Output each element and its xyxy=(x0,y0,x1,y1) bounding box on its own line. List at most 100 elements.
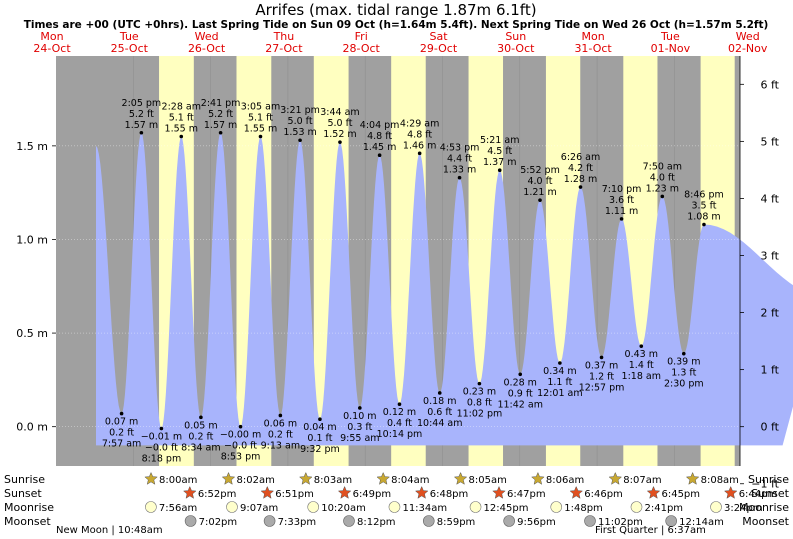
moonset-icon xyxy=(263,515,276,527)
moon-phase-label: First Quarter | 6:37am xyxy=(595,525,706,536)
low-tide-meters: 0.05 m xyxy=(184,420,217,431)
y-axis-left-meters: 0.0 m 0.5 m 1.0 m 1.5 m xyxy=(16,140,56,434)
low-tide-feet: 0.8 ft xyxy=(467,398,492,409)
sunset-time: 6:52pm xyxy=(198,489,237,500)
moonrise-icon xyxy=(145,501,157,513)
high-tide-time: 7:50 am xyxy=(643,161,682,172)
moonset-time: 7:02pm xyxy=(199,517,238,528)
sunset-star-icon xyxy=(182,485,197,499)
high-tide-feet: 4.5 ft xyxy=(487,146,512,157)
low-tide-feet: 1.4 ft xyxy=(629,360,654,371)
high-tide-time: 3:05 am xyxy=(241,102,280,113)
moonrise-icon xyxy=(307,501,320,513)
sunset-time: 6:46pm xyxy=(584,489,623,500)
day-of-week-label: Fri xyxy=(355,30,368,43)
low-tide-time: 7:57 am xyxy=(102,439,141,450)
high-tide-time: 2:05 pm xyxy=(122,98,162,109)
low-tide-dot xyxy=(681,351,686,356)
high-tide-feet: 3.6 ft xyxy=(609,195,634,206)
sunset-time: 6:49pm xyxy=(353,489,392,500)
low-tide-dot xyxy=(159,426,164,431)
moonrise-time: 9:07am xyxy=(240,503,278,514)
high-tide-time: 2:41 pm xyxy=(201,98,241,109)
moonrise-icon xyxy=(630,501,643,513)
moonset-time: 8:12pm xyxy=(357,517,396,528)
high-tide-feet: 5.2 ft xyxy=(129,109,154,120)
date-label: 01-Nov xyxy=(651,42,691,55)
sunset-star-icon xyxy=(337,485,352,499)
high-tide-feet: 5.0 ft xyxy=(327,118,352,129)
high-tide-feet: 3.5 ft xyxy=(691,200,716,211)
sunset-time: 6:51pm xyxy=(275,489,314,500)
low-tide-dot xyxy=(278,413,283,418)
y-tick-label-m: 1.5 m xyxy=(16,140,48,153)
high-tide-feet: 4.8 ft xyxy=(407,129,432,140)
high-tide-dot xyxy=(218,130,223,135)
moonset-time: 7:33pm xyxy=(278,517,317,528)
low-tide-dot xyxy=(119,411,124,416)
y-tick-label-m: 0.0 m xyxy=(16,421,48,434)
low-tide-time: 9:32 pm xyxy=(300,444,340,455)
high-tide-meters: 1.28 m xyxy=(564,174,597,185)
sunset-star-icon xyxy=(260,485,275,499)
day-of-week-label: Sun xyxy=(505,30,526,43)
sunrise-time: 8:04am xyxy=(391,475,429,486)
high-tide-feet: 5.0 ft xyxy=(288,116,313,127)
moonset-icon xyxy=(343,515,355,527)
sunrise-star-icon xyxy=(144,471,158,485)
low-tide-feet: 0.1 ft xyxy=(307,433,332,444)
row-label-left: Moonset xyxy=(4,515,51,528)
high-tide-dot xyxy=(377,153,382,158)
moonrise-icon xyxy=(388,501,401,513)
tide-extrema-labels: 0.07 m0.2 ft7:57 am2:05 pm5.2 ft1.57 m−0… xyxy=(102,98,724,465)
high-tide-time: 2:28 am xyxy=(162,102,201,113)
high-tide-feet: 4.0 ft xyxy=(650,172,675,183)
low-tide-feet: −0.0 ft xyxy=(145,443,178,454)
moonrise-icon xyxy=(226,501,238,513)
high-tide-dot xyxy=(538,198,542,202)
high-tide-time: 8:46 pm xyxy=(684,189,724,200)
low-tide-meters: 0.06 m xyxy=(264,418,297,429)
low-tide-dot xyxy=(238,424,243,429)
moonset-icon xyxy=(184,515,197,527)
low-tide-dot xyxy=(639,344,644,348)
sunrise-star-icon xyxy=(685,471,700,485)
high-tide-dot xyxy=(258,134,263,139)
high-tide-feet: 4.0 ft xyxy=(527,176,552,187)
low-tide-feet: 1.3 ft xyxy=(671,368,696,379)
low-tide-time: 11:02 pm xyxy=(457,409,503,420)
low-tide-feet: −0.0 ft xyxy=(224,441,257,452)
y-tick-label-ft: 3 ft xyxy=(761,249,780,262)
row-label-left: Sunset xyxy=(4,487,42,500)
moonset-time: 11:02pm xyxy=(598,517,643,528)
high-tide-dot xyxy=(578,185,583,189)
y-tick-label-ft: 1 ft xyxy=(761,364,780,377)
sunrise-time: 8:07am xyxy=(623,475,661,486)
low-tide-meters: −0.01 m xyxy=(141,432,182,443)
moonset-icon xyxy=(503,515,515,527)
low-tide-meters: 0.39 m xyxy=(667,357,700,368)
low-tide-feet: 1.2 ft xyxy=(589,371,614,382)
moonrise-time: 1:48pm xyxy=(564,503,603,514)
row-label-left: Moonrise xyxy=(4,501,54,514)
moonrise-time: 12:45pm xyxy=(484,503,529,514)
high-tide-time: 4:04 pm xyxy=(360,120,400,131)
high-tide-dot xyxy=(179,134,184,139)
moonset-time: 12:14am xyxy=(679,517,724,528)
sunrise-star-icon xyxy=(298,471,313,485)
moonset-icon xyxy=(584,515,596,527)
sunset-star-icon xyxy=(414,485,429,499)
low-tide-meters: 0.43 m xyxy=(625,349,658,360)
date-label: 28-Oct xyxy=(343,42,381,55)
high-tide-feet: 5.2 ft xyxy=(208,109,233,120)
low-tide-feet: 0.2 ft xyxy=(188,431,213,442)
date-label: 26-Oct xyxy=(188,42,226,55)
high-tide-feet: 4.4 ft xyxy=(447,154,472,165)
low-tide-meters: 0.23 m xyxy=(463,387,496,398)
y-tick-label-ft: 4 ft xyxy=(761,192,780,205)
low-tide-meters: 0.04 m xyxy=(303,422,336,433)
high-tide-time: 7:10 pm xyxy=(602,184,642,195)
moonrise-time: 2:41pm xyxy=(644,503,683,514)
low-tide-dot xyxy=(599,355,604,360)
